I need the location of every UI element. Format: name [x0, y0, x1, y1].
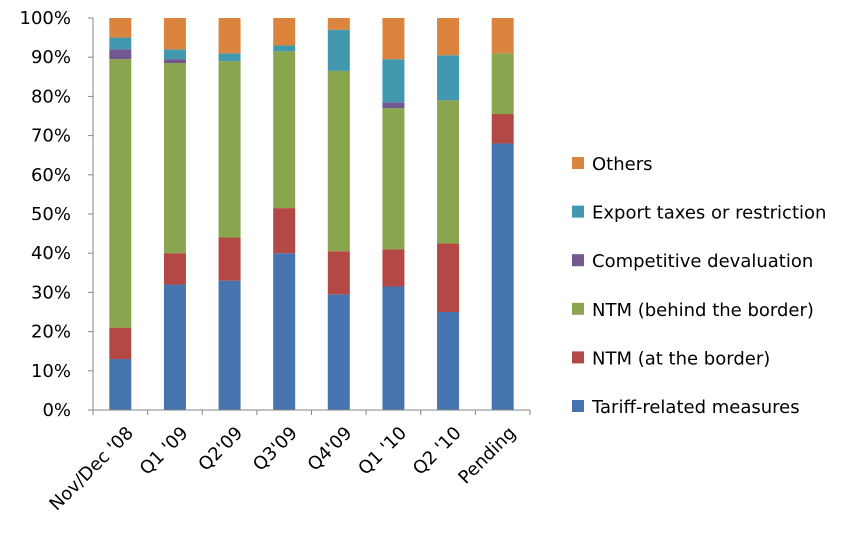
legend-label: Export taxes or restriction [592, 203, 826, 224]
x-tick-label: Q4'09 [304, 423, 357, 476]
bar-segment [273, 208, 296, 254]
bar-segment [273, 45, 296, 52]
bar-segment [218, 237, 241, 281]
bar-segment [437, 18, 460, 56]
x-tick-label: Q1 '10 [354, 423, 411, 480]
legend-label: Tariff-related measures [591, 397, 800, 418]
y-tick-label: 20% [31, 322, 71, 343]
bar-segment [382, 108, 405, 250]
legend-label: NTM (behind the border) [592, 300, 814, 321]
bar-segment [491, 114, 514, 144]
y-tick-label: 50% [31, 204, 71, 225]
bar-segment [491, 143, 514, 410]
legend-swatch [572, 302, 584, 315]
bar-segment [327, 294, 350, 410]
bar-segment [382, 102, 405, 109]
y-tick-label: 80% [31, 86, 71, 107]
legend-swatch [572, 400, 584, 412]
y-tick-label: 0% [42, 400, 71, 421]
bar-segment [327, 251, 350, 295]
legend-swatch [572, 351, 584, 364]
bar-segment [218, 18, 241, 54]
y-tick-label: 100% [20, 8, 71, 29]
bar-segment [163, 59, 186, 64]
bar-segment [327, 29, 350, 71]
bar-segment [327, 18, 350, 30]
bar-segment [437, 100, 460, 244]
y-tick-label: 40% [31, 243, 71, 264]
y-tick-label: 60% [31, 165, 71, 186]
bar-segment [382, 249, 405, 287]
bar-segment [437, 243, 460, 312]
bar-segment [163, 18, 186, 50]
bar-segment [273, 51, 296, 209]
bar-segment [109, 49, 132, 60]
bar-segment [382, 286, 405, 410]
legend-label: Others [592, 154, 653, 175]
bar-segment [218, 53, 241, 62]
legend: Others Export taxes or restriction Competi… [572, 154, 826, 418]
bar-segment [109, 327, 132, 360]
bars [109, 18, 514, 410]
y-tick-label: 70% [31, 126, 71, 147]
bar-segment [163, 63, 186, 254]
bar-segment [491, 53, 514, 115]
y-axis-ticks: 0% 10% 20% 30% 40% 50% 60% 70% 80% 90% 100% [20, 8, 93, 421]
bar-segment [491, 18, 514, 54]
x-tick-label: Pending [454, 423, 520, 489]
bar-segment [273, 18, 296, 46]
bar-segment [382, 59, 405, 103]
bar-segment [218, 280, 241, 410]
bar-segment [437, 312, 460, 410]
y-tick-label: 10% [31, 361, 71, 382]
legend-swatch [572, 205, 584, 218]
bar-segment [109, 359, 132, 410]
bar-segment [273, 253, 296, 410]
x-tick-label: Q2'09 [194, 423, 247, 476]
y-tick-label: 30% [31, 282, 71, 303]
bar-segment [382, 18, 405, 60]
bar-segment [218, 61, 241, 238]
bar-segment [163, 253, 186, 285]
legend-swatch [572, 157, 584, 169]
bar-segment [163, 284, 186, 410]
legend-label: NTM (at the border) [592, 348, 770, 369]
y-tick-label: 90% [31, 47, 71, 68]
bar-segment [437, 55, 460, 101]
bar-segment [327, 70, 350, 252]
bar-segment [109, 59, 132, 328]
x-tick-label: Q1 '09 [136, 423, 193, 480]
legend-swatch [572, 254, 584, 267]
bar-segment [109, 18, 132, 38]
legend-label: Competitive devaluation [592, 251, 813, 272]
x-tick-label: Q3'09 [249, 423, 302, 476]
bar-segment [163, 49, 186, 60]
bar-segment [109, 37, 132, 50]
x-tick-label: Nov/Dec '08 [45, 423, 137, 515]
